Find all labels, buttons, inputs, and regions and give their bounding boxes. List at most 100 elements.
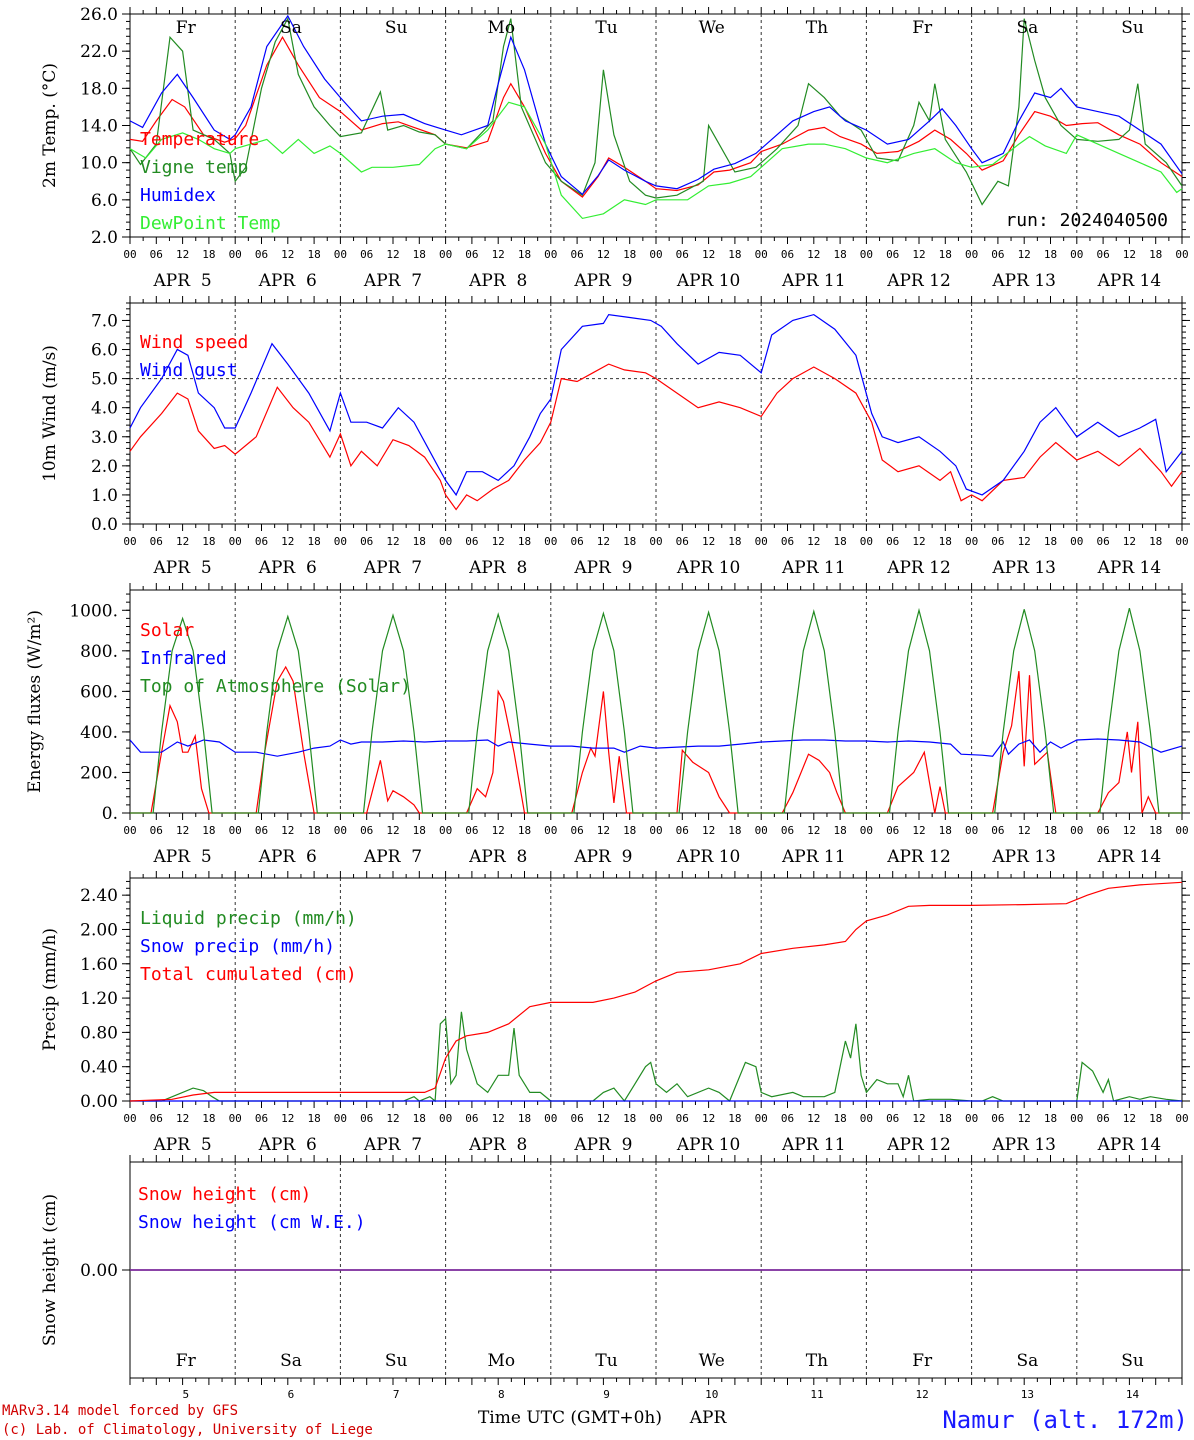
wind-hour-label: 00 <box>229 535 242 548</box>
precip-hour-label: 00 <box>755 1112 768 1125</box>
precip-y-tick-label: 2.40 <box>80 886 118 906</box>
energy-date-label: APR 14 <box>1097 847 1162 867</box>
precip-date-label: APR 6 <box>258 1135 317 1155</box>
energy-y-tick-label: 800. <box>80 642 118 662</box>
precip-y-tick-label: 0.80 <box>80 1023 118 1043</box>
weekday-label-top: Su <box>385 18 408 38</box>
temperature-hour-label: 12 <box>492 248 505 261</box>
credit-line-1: MARv3.14 model forced by GFS <box>2 1403 238 1419</box>
temperature-y-tick-label: 10.0 <box>80 154 118 174</box>
wind-y-tick-label: 2.0 <box>91 457 118 477</box>
weekday-label-top: Th <box>806 18 828 38</box>
energy-series-line <box>130 665 1182 814</box>
precip-hour-label: 12 <box>1018 1112 1031 1125</box>
wind-hour-label: 00 <box>334 535 347 548</box>
energy-hour-label: 00 <box>1070 824 1083 837</box>
wind-hour-label: 18 <box>833 535 846 548</box>
precip-legend-entry: Snow precip (mm/h) <box>140 936 335 957</box>
energy-hour-label: 06 <box>781 824 794 837</box>
day-number-label: 14 <box>1126 1388 1140 1401</box>
precip-series-line <box>129 881 1183 1102</box>
month-label: APR <box>689 1408 728 1428</box>
wind-hour-label: 06 <box>255 535 268 548</box>
energy-date-label: APR 9 <box>573 847 632 867</box>
wind-hour-label: 12 <box>492 535 505 548</box>
wind-hour-label: 18 <box>202 535 215 548</box>
wind-hour-label: 06 <box>465 535 478 548</box>
wind-hour-label: 00 <box>965 535 978 548</box>
snow-legend-entry: Snow height (cm W.E.) <box>138 1212 366 1233</box>
precip-hour-label: 12 <box>702 1112 715 1125</box>
precip-legend-entry: Total cumulated (cm) <box>140 964 357 985</box>
weekday-label-top: Mo <box>488 18 516 38</box>
temperature-hour-label: 00 <box>439 248 452 261</box>
energy-hour-label: 18 <box>939 824 952 837</box>
weekday-label-top: Sa <box>1016 18 1038 38</box>
precip-hour-label: 06 <box>1096 1112 1109 1125</box>
precip-hour-label: 00 <box>439 1112 452 1125</box>
energy-hour-label: 12 <box>386 824 399 837</box>
wind-hour-label: 12 <box>912 535 925 548</box>
temperature-hour-label: 12 <box>1123 248 1136 261</box>
weekday-label-top: Tu <box>595 18 617 38</box>
wind-date-label: APR 5 <box>153 558 212 578</box>
precip-date-label: APR 12 <box>886 1135 951 1155</box>
precip-hour-label: 12 <box>176 1112 189 1125</box>
temperature-hour-label: 18 <box>518 248 531 261</box>
wind-hour-label: 00 <box>860 535 873 548</box>
wind-date-label: APR 7 <box>363 558 422 578</box>
temperature-hour-label: 12 <box>597 248 610 261</box>
day-number-label: 9 <box>603 1388 610 1401</box>
energy-hour-label: 00 <box>229 824 242 837</box>
temperature-date-label: APR 12 <box>886 271 951 291</box>
snow-y-axis-title: Snow height (cm) <box>40 1194 60 1346</box>
wind-hour-label: 00 <box>1070 535 1083 548</box>
energy-hour-label: 06 <box>360 824 373 837</box>
precip-hour-label: 12 <box>1123 1112 1136 1125</box>
temperature-date-label: APR 5 <box>153 271 212 291</box>
precip-hour-label: 12 <box>281 1112 294 1125</box>
temperature-y-tick-label: 18.0 <box>80 79 118 99</box>
temperature-hour-label: 06 <box>360 248 373 261</box>
temperature-hour-label: 00 <box>965 248 978 261</box>
energy-y-tick-label: 200. <box>80 763 118 783</box>
energy-hour-label: 00 <box>1175 824 1188 837</box>
precip-hour-label: 06 <box>570 1112 583 1125</box>
energy-hour-label: 18 <box>202 824 215 837</box>
wind-hour-label: 18 <box>413 535 426 548</box>
precip-date-label: APR 9 <box>573 1135 632 1155</box>
temperature-hour-label: 12 <box>912 248 925 261</box>
run-label: run: 2024040500 <box>1005 210 1168 231</box>
station-label: Namur (alt. 172m) <box>942 1406 1188 1434</box>
wind-date-label: APR 9 <box>573 558 632 578</box>
precip-date-label: APR 13 <box>991 1135 1056 1155</box>
energy-legend-entry: Infrared <box>140 648 227 669</box>
temperature-legend-entry: Humidex <box>140 185 216 206</box>
precip-hour-label: 06 <box>676 1112 689 1125</box>
wind-date-label: APR 8 <box>468 558 527 578</box>
temperature-hour-label: 00 <box>123 248 136 261</box>
wind-y-tick-label: 3.0 <box>91 428 118 448</box>
wind-hour-label: 18 <box>1149 535 1162 548</box>
temperature-date-label: APR 11 <box>781 271 846 291</box>
wind-date-label: APR 11 <box>781 558 846 578</box>
x-axis-title: Time UTC (GMT+0h) <box>478 1408 662 1428</box>
energy-hour-label: 06 <box>676 824 689 837</box>
energy-date-label: APR 8 <box>468 847 527 867</box>
wind-date-label: APR 14 <box>1097 558 1162 578</box>
energy-hour-label: 12 <box>1018 824 1031 837</box>
energy-hour-label: 06 <box>886 824 899 837</box>
precip-hour-label: 06 <box>255 1112 268 1125</box>
precip-y-axis-title: Precip (mm/h) <box>40 928 60 1051</box>
snow-y-tick-label: 0.00 <box>80 1261 118 1281</box>
precip-y-tick-label: 0.00 <box>80 1092 118 1112</box>
wind-hour-label: 06 <box>676 535 689 548</box>
energy-hour-label: 00 <box>544 824 557 837</box>
wind-date-label: APR 12 <box>886 558 951 578</box>
temperature-hour-label: 18 <box>728 248 741 261</box>
energy-hour-label: 12 <box>281 824 294 837</box>
precip-hour-label: 00 <box>1175 1112 1188 1125</box>
energy-series-line <box>130 607 1182 814</box>
energy-hour-label: 18 <box>1044 824 1057 837</box>
